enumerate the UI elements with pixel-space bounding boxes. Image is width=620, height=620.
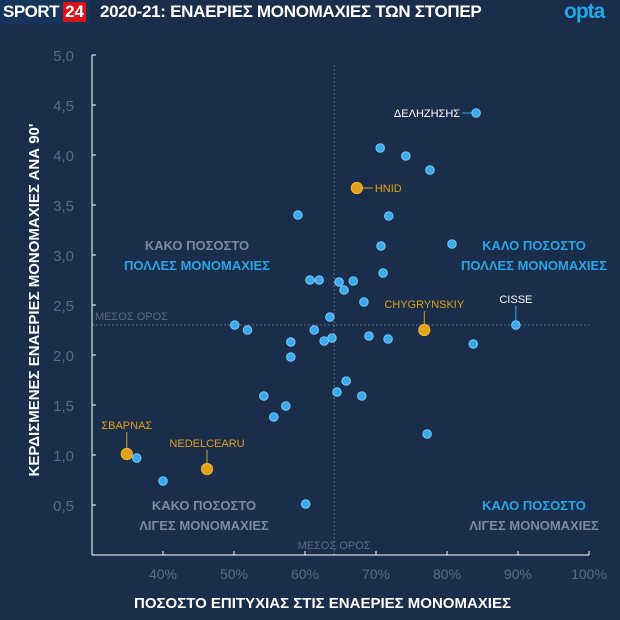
header: SPORT 24 2020-21: ΕΝΑΕΡΙΕΣ ΜΟΝΟΜΑΧΙΕΣ ΤΩ… [0,0,620,26]
x-axis-title: ΠΟΣΟΣΤΟ ΕΠΙΤΥΧΙΑΣ ΣΤΙΣ ΕΝΑΕΡΙΕΣ ΜΟΝΟΜΑΧΙ… [134,595,511,612]
x-tick-label: 70% [362,566,390,582]
data-point [348,276,359,286]
x-tick-label: 80% [433,566,461,582]
data-point [285,352,296,362]
y-tick-label: 2,5 [53,298,74,315]
highlighted-data-point [120,447,133,461]
quadrant-label-bottom-left: ΚΑΚΟ ΠΟΣΟΣΤΟ [152,498,256,513]
data-point [259,391,269,401]
quadrant-label-bottom-left: ΛΙΓΕΣ ΜΟΝΟΜΑΧΙΕΣ [139,518,269,533]
quadrant-label-top-right: ΠΟΛΛΕΣ ΜΟΝΟΜΑΧΙΕΣ [461,258,607,273]
data-point [332,387,342,397]
y-tick-label: 5,0 [53,48,74,65]
data-point [447,239,457,249]
y-tick-label: 4,0 [53,148,74,165]
data-point [268,412,279,422]
y-tick-label: 3,5 [53,198,74,215]
highlighted-data-point [200,462,214,476]
point-label: CHYGRYNSKIY [384,299,465,311]
data-point [364,331,374,341]
data-point [334,277,344,287]
data-point [314,275,324,285]
point-label: ΔΕΛΗΖΗΣΗΣ [394,108,460,120]
data-point [285,337,296,347]
data-point [229,320,240,330]
mean-label-vertical: ΜΕΣΟΣ ΟΡΟΣ [298,540,371,552]
data-point [293,210,303,220]
data-point [383,211,394,221]
y-tick-label: 4,5 [53,98,74,115]
data-point [319,336,329,346]
data-point [359,297,369,307]
data-point [158,476,168,486]
y-tick-label: 1,5 [53,398,74,415]
data-point [309,325,320,335]
chart-title: 2020-21: ΕΝΑΕΡΙΕΣ ΜΟΝΟΜΑΧΙΕΣ ΤΩΝ ΣΤΟΠΕΡ [100,2,482,21]
data-point [375,143,386,153]
x-tick-label: 40% [149,566,177,582]
y-axis-title: ΚΕΡΔΙΣΜΕΝΕΣ ΕΝΑΕΡΙΕΣ ΜΟΝΟΜΑΧΙΕΣ ΑΝΑ 90' [26,124,43,477]
data-point [376,241,386,251]
data-point [511,320,521,330]
x-tick-label: 60% [291,566,319,582]
data-point [422,429,432,439]
quadrant-label-bottom-right: ΛΙΓΕΣ ΜΟΝΟΜΑΧΙΕΣ [469,518,599,533]
data-point [327,333,337,343]
highlighted-data-point [350,181,363,195]
data-point [401,151,411,161]
sport24-logo: SPORT 24 [0,0,90,24]
logo-brand: SPORT [3,2,60,21]
opta-logo: opta [564,0,605,23]
y-tick-label: 1,0 [53,448,74,465]
data-point [383,334,393,344]
data-point [281,401,291,411]
data-point [305,275,315,285]
data-point [378,268,388,278]
y-tick-label: 2,0 [53,348,74,365]
point-label: NEDELCEARU [169,438,244,450]
x-tick-label: 50% [220,566,248,582]
x-tick-label: 90% [504,566,532,582]
y-tick-label: 3,0 [53,248,74,265]
data-point [325,312,335,322]
data-point [242,325,253,335]
point-label: CISSE [499,294,532,306]
data-point [356,391,367,401]
y-tick-label: 0,5 [53,498,74,515]
data-point [300,499,311,509]
data-point [468,339,479,349]
mean-label-horizontal: ΜΕΣΟΣ ΟΡΟΣ [95,311,168,323]
point-label: ΣΒΑΡΝΑΣ [101,420,152,432]
data-point [131,453,142,463]
data-point [339,285,349,295]
data-point [341,376,351,386]
quadrant-label-top-right: ΚΑΛΟ ΠΟΣΟΣΤΟ [482,238,586,253]
point-label: HNID [375,183,402,195]
data-point [471,108,481,118]
quadrant-label-top-left: ΠΟΛΛΕΣ ΜΟΝΟΜΑΧΙΕΣ [124,258,270,273]
highlighted-data-point [418,323,431,337]
quadrant-label-top-left: ΚΑΚΟ ΠΟΣΟΣΤΟ [145,238,249,253]
x-tick-label: 100% [571,566,607,582]
data-point [425,165,435,175]
quadrant-label-bottom-right: ΚΑΛΟ ΠΟΣΟΣΤΟ [482,498,586,513]
logo-brand-number: 24 [63,2,86,22]
